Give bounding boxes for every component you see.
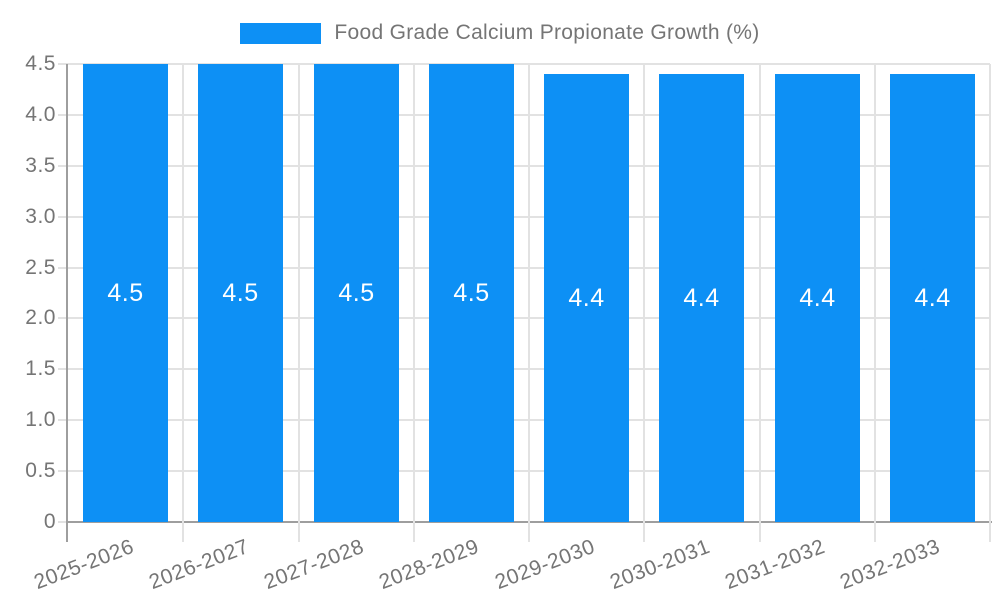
bar: 4.4 — [775, 74, 860, 522]
bar-value-label: 4.5 — [453, 278, 490, 307]
y-gridline — [58, 419, 990, 421]
bar: 4.5 — [198, 64, 283, 522]
y-gridline — [58, 216, 990, 218]
y-axis-tick — [58, 521, 68, 523]
x-gridline — [528, 64, 530, 542]
bar-value-label: 4.4 — [799, 283, 836, 312]
bar-value-label: 4.4 — [568, 283, 605, 312]
x-gridline — [759, 64, 761, 542]
x-tick-label: 2028-2029 — [376, 535, 483, 595]
legend-label: Food Grade Calcium Propionate Growth (%) — [334, 21, 760, 44]
bar: 4.5 — [314, 64, 399, 522]
bar-value-label: 4.5 — [222, 278, 259, 307]
legend-color-swatch — [240, 22, 322, 44]
bar: 4.4 — [544, 74, 629, 522]
y-gridline — [58, 63, 990, 65]
bar: 4.5 — [83, 64, 168, 522]
x-gridline — [643, 64, 645, 542]
x-tick-label: 2027-2028 — [261, 535, 368, 595]
x-gridline — [413, 64, 415, 542]
x-tick-label: 2025-2026 — [31, 535, 138, 595]
x-tick-label: 2032-2033 — [837, 535, 944, 595]
y-axis-line — [66, 64, 68, 542]
x-gridline — [182, 64, 184, 542]
y-gridline — [58, 470, 990, 472]
bar-value-label: 4.5 — [338, 278, 375, 307]
y-tick-label: 4.0 — [25, 103, 56, 126]
y-gridline — [58, 114, 990, 116]
bar: 4.4 — [659, 74, 744, 522]
y-gridline — [58, 317, 990, 319]
y-tick-label: 3.5 — [25, 154, 56, 177]
y-gridline — [58, 165, 990, 167]
chart-legend[interactable]: Food Grade Calcium Propionate Growth (%) — [0, 21, 1000, 45]
y-tick-label: 3.0 — [25, 205, 56, 228]
x-gridline — [989, 64, 991, 542]
y-tick-label: 4.5 — [25, 52, 56, 75]
x-gridline — [874, 64, 876, 542]
bar: 4.4 — [890, 74, 975, 522]
y-tick-label: 0.5 — [25, 459, 56, 482]
y-tick-label: 1.5 — [25, 357, 56, 380]
bar-value-label: 4.5 — [107, 278, 144, 307]
y-gridline — [58, 267, 990, 269]
bar-value-label: 4.4 — [683, 283, 720, 312]
x-tick-label: 2029-2030 — [492, 535, 599, 595]
y-tick-label: 1.0 — [25, 408, 56, 431]
x-tick-label: 2031-2032 — [722, 535, 829, 595]
y-tick-label: 2.0 — [25, 306, 56, 329]
bar: 4.5 — [429, 64, 514, 522]
y-tick-label: 0 — [43, 510, 56, 533]
y-gridline — [58, 368, 990, 370]
x-gridline — [298, 64, 300, 542]
y-tick-label: 2.5 — [25, 256, 56, 279]
x-tick-label: 2026-2027 — [146, 535, 253, 595]
bar-value-label: 4.4 — [914, 283, 951, 312]
x-tick-label: 2030-2031 — [607, 535, 714, 595]
